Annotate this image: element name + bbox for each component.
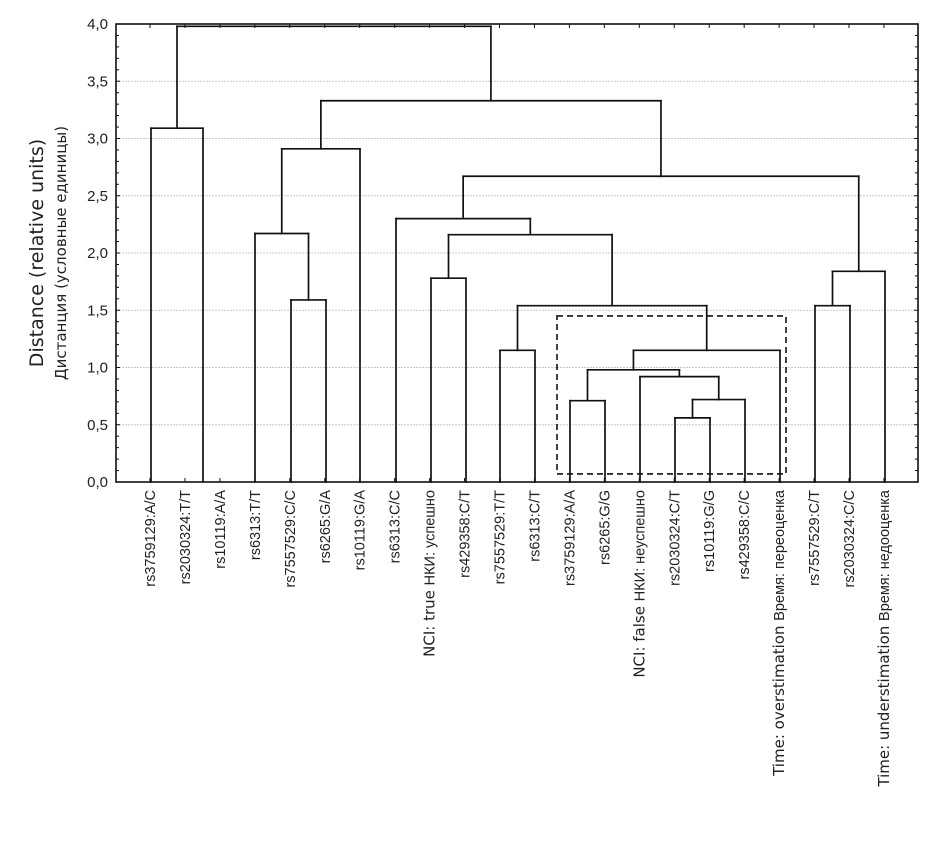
leaf-label: Time: understimation Время: недооценка — [875, 489, 893, 788]
leaf-label-text: rs429358:C/T — [458, 490, 474, 578]
leaf-label: rs10119:A/A — [213, 490, 229, 569]
leaf-label-text: rs7557529:C/C — [283, 490, 299, 588]
leaf-label: rs3759129:A/A — [562, 490, 578, 586]
leaf-label-text: НКИ: неуспешно — [632, 490, 648, 601]
leaf-label-english: Time: understimation — [875, 621, 893, 788]
leaf-label: rs429358:C/T — [458, 490, 474, 578]
leaf-label: rs2030324:C/C — [842, 490, 858, 588]
y-tick-label: 4,0 — [87, 16, 108, 33]
y-axis-title: Distance (relative units) — [26, 139, 48, 367]
leaf-label: NCI: false НКИ: неуспешно — [630, 490, 648, 678]
dendrogram-links — [150, 25, 886, 483]
leaf-label: rs6313:T/T — [248, 490, 264, 560]
leaf-label-text: rs6313:C/T — [527, 490, 543, 562]
y-tick-label: 2,5 — [87, 188, 108, 205]
y-axis-titles: Distance (relative units) Дистанция (усл… — [26, 126, 70, 380]
leaf-label-text: rs10119:G/A — [353, 490, 369, 571]
y-tick-label: 1,5 — [87, 302, 108, 319]
leaf-label-text: Время: переоценка — [772, 489, 788, 621]
grid-lines — [116, 80, 918, 426]
leaf-label-text: rs6313:C/C — [388, 490, 404, 563]
y-tick-label: 0,0 — [87, 474, 108, 491]
leaf-label-text: rs429358:C/C — [737, 490, 753, 579]
leaf-label: rs7557529:T/T — [493, 490, 509, 584]
leaf-label: rs6265:G/G — [597, 490, 613, 565]
y-tick-label: 3,5 — [87, 73, 108, 90]
leaf-label: rs7557529:C/T — [807, 490, 823, 586]
y-tick-label: 2,0 — [87, 245, 108, 262]
leaf-label: rs6265:G/A — [318, 490, 334, 564]
leaf-label-text: rs6265:G/A — [318, 490, 334, 564]
leaf-label-text: rs2030324:T/T — [178, 490, 194, 584]
leaf-label-text: rs6313:T/T — [248, 490, 264, 560]
x-axis-labels: rs3759129:A/C rs2030324:T/T rs10119:A/A rs6… — [143, 489, 893, 788]
y-tick-label: 1,0 — [87, 360, 108, 377]
leaf-label-english: Time: overstimation — [770, 621, 788, 777]
leaf-label: rs2030324:C/T — [667, 490, 683, 586]
leaf-label: NCI: true НКИ: успешно — [421, 490, 439, 657]
leaf-label: rs6313:C/C — [388, 490, 404, 563]
leaf-label-text: НКИ: успешно — [423, 490, 439, 585]
leaf-label: rs2030324:T/T — [178, 490, 194, 584]
leaf-label-text: rs3759129:A/C — [143, 490, 159, 587]
leaf-label: rs3759129:A/C — [143, 490, 159, 587]
y-tick-label: 0,5 — [87, 417, 108, 434]
leaf-label-text: rs7557529:C/T — [807, 490, 823, 586]
leaf-label-text: rs2030324:C/T — [667, 490, 683, 586]
leaf-label: rs10119:G/A — [353, 490, 369, 571]
leaf-label-text: rs10119:G/G — [702, 490, 718, 572]
highlight-cluster-box — [556, 315, 787, 475]
leaf-label-text: Время: недооценка — [877, 489, 893, 621]
leaf-label-text: rs6265:G/G — [597, 490, 613, 565]
y-tick-label: 3,0 — [87, 131, 108, 148]
highlight-box — [556, 315, 787, 475]
leaf-label: rs10119:G/G — [702, 490, 718, 572]
leaf-label: rs429358:C/C — [737, 490, 753, 579]
leaf-label-english: NCI: true — [421, 585, 439, 657]
leaf-label-text: rs2030324:C/C — [842, 490, 858, 588]
y-axis-title-secondary: Дистанция (условные единицы) — [52, 126, 70, 380]
leaf-label: rs6313:C/T — [527, 490, 543, 562]
leaf-label-text: rs3759129:A/A — [562, 490, 578, 586]
leaf-label-text: rs7557529:T/T — [493, 490, 509, 584]
y-axis: 0,0 0,5 1,0 1,5 2,0 2,5 3,0 3,5 4,0 — [87, 16, 108, 491]
leaf-label: Time: overstimation Время: переоценка — [770, 489, 788, 777]
leaf-label: rs7557529:C/C — [283, 490, 299, 588]
leaf-label-english: NCI: false — [630, 601, 648, 677]
leaf-label-text: rs10119:A/A — [213, 490, 229, 569]
